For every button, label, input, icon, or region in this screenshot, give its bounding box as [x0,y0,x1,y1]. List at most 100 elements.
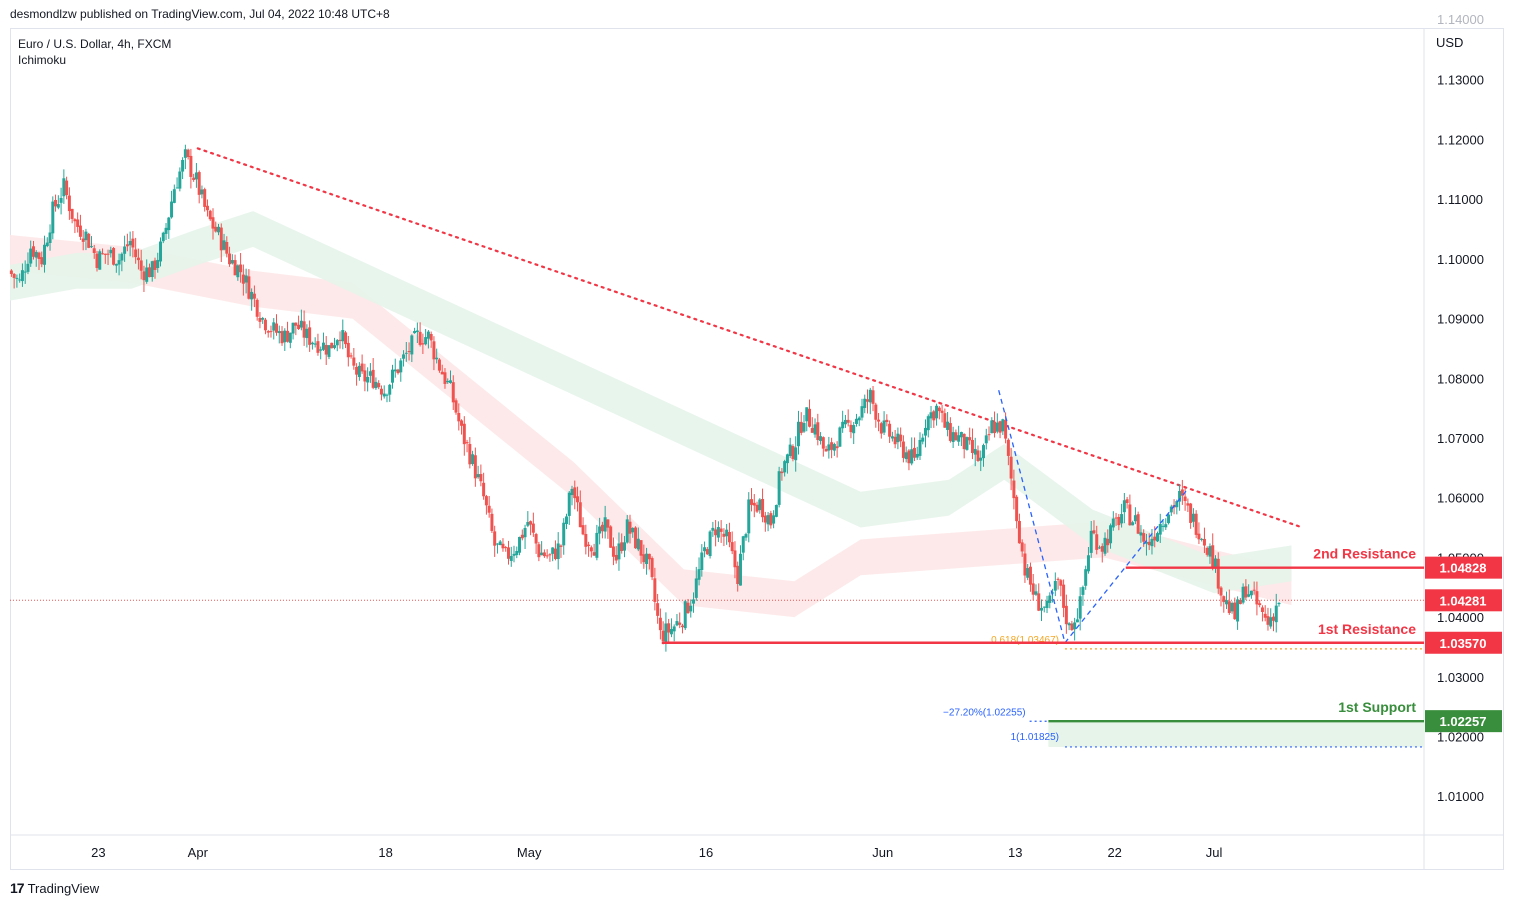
candle-body [578,502,582,528]
descending-trendline [196,147,1304,529]
candle-body [752,502,756,506]
candle-body [703,547,707,552]
candle-body [437,359,441,371]
candle-body [338,339,342,341]
candle-body [1241,586,1245,603]
candle-body [625,519,629,543]
candle-body [313,343,317,345]
candle-body [106,253,110,255]
candle-body [611,546,615,557]
tradingview-logo-icon: 17 [10,880,25,896]
candle-body [1216,558,1220,589]
candle-body [266,331,270,333]
candle-body [910,449,914,464]
candle-body [1167,514,1171,524]
x-tick-label: 18 [378,845,392,860]
candle-body [824,448,828,452]
candle-body [498,541,502,546]
candle-body [857,417,861,421]
y-tick-label: 1.12000 [1437,132,1484,147]
candle-body [239,264,243,273]
candle-body [832,444,836,451]
candle-body [112,248,116,265]
candle-body [954,432,958,441]
candle-body [714,529,718,536]
candle-body [1062,584,1066,608]
candle-body [984,435,988,444]
candle-body [1100,546,1104,552]
candle-body [830,442,834,450]
candle-body [581,525,585,535]
candle-body [349,355,353,357]
candle-body [570,488,574,496]
candle-body [896,433,900,443]
candle-body [1086,555,1090,572]
candle-body [134,249,138,258]
candle-body [520,534,524,539]
candle-body [43,244,47,265]
candle-body [879,423,883,434]
y-tick-label: 1.11000 [1437,192,1483,207]
candle-body [556,543,560,560]
candle-body [907,450,911,464]
candle-body [1211,545,1215,567]
candle-body [399,360,403,373]
candle-body [355,366,359,375]
candle-body [275,323,279,333]
candle-body [92,248,96,254]
candle-body [368,371,372,376]
candle-body [34,251,38,258]
candle-body [283,330,287,343]
candle-body [310,342,314,345]
candle-body [1092,530,1096,534]
candle-body [576,496,580,503]
candle-body [1175,501,1179,508]
candle-body [493,531,497,546]
candle-body [901,441,905,458]
candle-body [109,249,113,254]
candle-body [1266,616,1270,625]
candle-body [529,521,533,525]
candle-body [156,259,160,268]
candle-body [761,498,765,518]
candle-body [454,400,458,413]
footer-brand[interactable]: 17 TradingView [10,880,99,896]
candle-body [29,248,33,264]
candle-body [178,171,182,189]
candle-body [1233,602,1237,620]
candle-body [76,219,80,227]
candle-body [451,382,455,403]
candle-body [534,534,538,544]
candle-body [1017,520,1021,544]
candle-body [236,265,240,278]
candle-body [564,516,568,525]
current-price-tag: 1.04281 [1440,593,1487,608]
candle-body [396,369,400,374]
candle-body [330,342,334,349]
candle-body [1031,583,1035,595]
candle-body [636,538,640,550]
candle-body [515,550,519,556]
candle-body [142,271,146,281]
candle-body [161,232,165,242]
candle-body [573,487,577,499]
candle-body [1073,622,1077,630]
candle-body [1067,623,1071,626]
candle-body [1131,522,1135,526]
candle-body [145,267,149,282]
candle-body [95,253,99,268]
candle-body [1277,602,1281,605]
candle-body [965,437,969,450]
candle-body [708,531,712,557]
y-tick-label: 1.13000 [1437,73,1484,88]
candle-body [247,276,251,299]
candle-body [65,180,69,196]
candle-body [1009,456,1013,479]
candle-body [167,217,171,231]
y-tick-label: 1.06000 [1437,491,1484,506]
candle-body [261,317,265,320]
candle-body [725,529,729,537]
candle-body [1133,515,1137,522]
candle-body [504,547,508,549]
